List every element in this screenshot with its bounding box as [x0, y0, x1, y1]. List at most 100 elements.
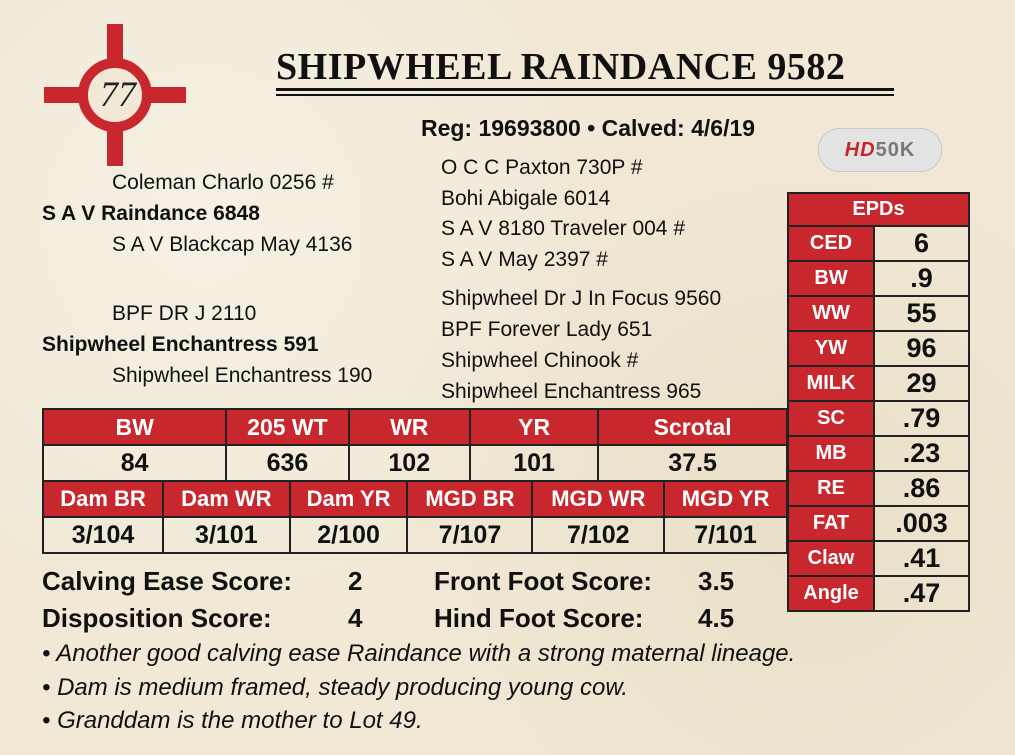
- front-foot-label: Front Foot Score:: [434, 566, 653, 596]
- calving-ease-value: 2: [348, 566, 363, 596]
- epd-row: MB .23: [787, 435, 970, 472]
- epd-row: WW 55: [787, 295, 970, 332]
- epd-row: YW 96: [787, 330, 970, 367]
- pedigree-ss-sire: O C C Paxton 730P #: [441, 156, 643, 179]
- epd-row: Claw .41: [787, 540, 970, 577]
- epd-table: EPDs CED 6 BW .9 WW 55 YW 96 MILK 29 SC .79 MB…: [787, 192, 970, 612]
- perf-value-scrotal: 37.5: [597, 444, 788, 482]
- epd-label-mb: MB: [787, 435, 875, 472]
- epd-label-yw: YW: [787, 330, 875, 367]
- epd-value-angle: .47: [873, 575, 970, 612]
- perf-value-wr: 102: [347, 444, 471, 482]
- note-text: Granddam is the mother to Lot 49.: [57, 707, 423, 734]
- dam-value-dam-br: 3/104: [42, 516, 164, 554]
- pedigree-dam-dam: Shipwheel Enchantress 190: [112, 364, 373, 387]
- epd-row: CED 6: [787, 225, 970, 262]
- epd-label-ced: CED: [787, 225, 875, 262]
- badge-50k-text: 50K: [875, 138, 916, 161]
- badge-hd-text: HD: [844, 138, 876, 161]
- hind-foot-label: Hind Foot Score:: [434, 603, 644, 633]
- dam-header-mgd-br: MGD BR: [406, 480, 534, 518]
- note-text: Dam is medium framed, steady producing y…: [57, 674, 629, 701]
- epd-value-yw: 96: [873, 330, 970, 367]
- epd-value-milk: 29: [873, 365, 970, 402]
- dam-header-dam-br: Dam BR: [42, 480, 164, 518]
- dam-header-dam-yr: Dam YR: [288, 480, 409, 518]
- epd-label-ww: WW: [787, 295, 875, 332]
- dam-value-dam-wr: 3/101: [162, 516, 291, 554]
- dam-header-mgd-wr: MGD WR: [531, 480, 666, 518]
- lot-number: 77: [100, 74, 136, 114]
- epd-row: SC .79: [787, 400, 970, 437]
- hd50k-badge: HD 50K: [818, 128, 942, 172]
- pedigree-ds-sire: Shipwheel Dr J In Focus 9560: [441, 287, 722, 310]
- pedigree-ds-dam: BPF Forever Lady 651: [441, 318, 653, 341]
- epd-label-milk: MILK: [787, 365, 875, 402]
- epd-value-mb: .23: [873, 435, 970, 472]
- perf-value-205wt: 636: [225, 444, 350, 482]
- disposition-value: 4: [348, 603, 363, 633]
- epd-label-sc: SC: [787, 400, 875, 437]
- pedigree-dd-dam: Shipwheel Enchantress 965: [441, 380, 702, 403]
- epd-row: FAT .003: [787, 505, 970, 542]
- dam-ratio-value-row: 3/104 3/101 2/100 7/107 7/102 7/101: [42, 516, 788, 554]
- pedigree-dd-sire: Shipwheel Chinook #: [441, 349, 639, 372]
- registration-calved-line: Reg: 19693800 • Calved: 4/6/19: [420, 115, 756, 141]
- title-underline: [276, 88, 894, 91]
- pedigree-sd-sire: S A V 8180 Traveler 004 #: [441, 217, 686, 240]
- perf-header-205wt: 205 WT: [225, 408, 350, 446]
- dam-header-mgd-yr: MGD YR: [663, 480, 788, 518]
- epd-row: RE .86: [787, 470, 970, 507]
- epd-value-ced: 6: [873, 225, 970, 262]
- epd-row: MILK 29: [787, 365, 970, 402]
- epd-value-re: .86: [873, 470, 970, 507]
- epd-row: Angle .47: [787, 575, 970, 612]
- epd-header: EPDs: [787, 192, 970, 227]
- dam-value-mgd-wr: 7/102: [531, 516, 666, 554]
- epd-value-ww: 55: [873, 295, 970, 332]
- epd-row: BW .9: [787, 260, 970, 297]
- perf-header-scrotal: Scrotal: [597, 408, 788, 446]
- perf-value-yr: 101: [468, 444, 600, 482]
- pedigree-sd-dam: S A V May 2397 #: [441, 248, 608, 271]
- pedigree-sire: S A V Raindance 6848: [42, 202, 260, 225]
- note-item: • Dam is medium framed, steady producing…: [42, 674, 629, 701]
- perf-header-wr: WR: [347, 408, 471, 446]
- dam-value-mgd-yr: 7/101: [663, 516, 788, 554]
- note-item: • Another good calving ease Raindance wi…: [42, 640, 796, 667]
- performance-header-row: BW 205 WT WR YR Scrotal: [41, 408, 788, 446]
- dam-value-dam-yr: 2/100: [288, 516, 409, 554]
- epd-value-sc: .79: [873, 400, 970, 437]
- note-item: • Granddam is the mother to Lot 49.: [42, 707, 423, 734]
- dam-value-mgd-br: 7/107: [406, 516, 534, 554]
- disposition-label: Disposition Score:: [42, 603, 272, 633]
- pedigree-ss-dam: Bohi Abigale 6014: [441, 187, 611, 210]
- front-foot-value: 3.5: [698, 566, 735, 596]
- epd-value-fat: .003: [873, 505, 970, 542]
- note-text: Another good calving ease Raindance with…: [56, 640, 796, 667]
- epd-label-re: RE: [787, 470, 875, 507]
- perf-header-yr: YR: [468, 408, 600, 446]
- pedigree-dam-sire: BPF DR J 2110: [112, 302, 257, 325]
- epd-value-claw: .41: [873, 540, 970, 577]
- epd-value-bw: .9: [873, 260, 970, 297]
- pedigree-dam: Shipwheel Enchantress 591: [42, 333, 319, 356]
- epd-label-fat: FAT: [787, 505, 875, 542]
- perf-header-bw: BW: [41, 408, 228, 446]
- performance-table: BW 205 WT WR YR Scrotal 84 636 102 101 3…: [41, 408, 788, 554]
- pedigree-sire-sire: Coleman Charlo 0256 #: [112, 171, 334, 194]
- perf-value-bw: 84: [41, 444, 228, 482]
- performance-value-row: 84 636 102 101 37.5: [41, 444, 788, 482]
- dam-ratio-header-row: Dam BR Dam WR Dam YR MGD BR MGD WR MGD Y…: [42, 480, 788, 518]
- epd-label-claw: Claw: [787, 540, 875, 577]
- hind-foot-value: 4.5: [698, 603, 735, 633]
- ranch-brand-logo-icon: [44, 24, 186, 166]
- dam-header-dam-wr: Dam WR: [162, 480, 291, 518]
- title-underline-second: [276, 94, 894, 96]
- epd-label-bw: BW: [787, 260, 875, 297]
- pedigree-sire-dam: S A V Blackcap May 4136: [112, 233, 353, 256]
- animal-name-title: SHIPWHEEL RAINDANCE 9582: [276, 46, 846, 88]
- epd-label-angle: Angle: [787, 575, 875, 612]
- calving-ease-label: Calving Ease Score:: [42, 566, 292, 596]
- epd-header-row: EPDs: [787, 192, 970, 227]
